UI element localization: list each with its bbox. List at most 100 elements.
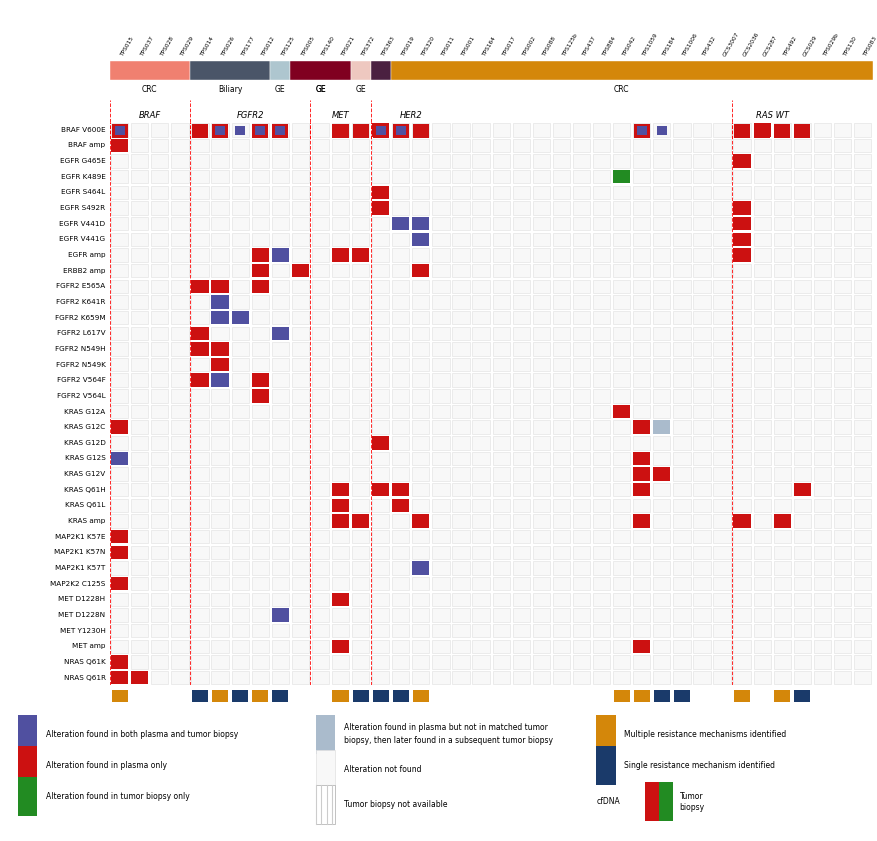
Bar [151, 468, 168, 481]
Bar [332, 420, 349, 434]
Bar [753, 217, 771, 230]
Bar [593, 468, 610, 481]
Bar [312, 671, 329, 685]
Bar [352, 248, 369, 262]
Text: TPS164: TPS164 [481, 36, 496, 57]
Bar [316, 785, 335, 824]
Bar [493, 123, 510, 136]
Bar [171, 311, 189, 325]
Bar [493, 155, 510, 168]
Bar [613, 326, 631, 340]
Bar [432, 373, 450, 387]
Bar [834, 295, 852, 309]
Bar [191, 295, 209, 309]
Bar [512, 577, 530, 590]
Bar [473, 655, 489, 669]
Bar [392, 624, 410, 637]
Bar [613, 655, 631, 669]
Bar [151, 639, 168, 653]
Bar [151, 248, 168, 262]
Bar [613, 530, 631, 543]
Bar [111, 577, 128, 590]
Bar [674, 420, 690, 434]
Bar [713, 436, 731, 450]
Bar [653, 530, 670, 543]
Bar [151, 373, 168, 387]
Bar [232, 389, 249, 403]
Bar [834, 123, 852, 136]
Bar [794, 655, 811, 669]
Text: TPS130: TPS130 [843, 36, 858, 57]
Bar [633, 342, 651, 356]
Bar [151, 608, 168, 621]
Bar [733, 279, 751, 293]
Bar [653, 608, 670, 621]
Bar [115, 126, 125, 135]
Bar [553, 201, 570, 214]
Bar [292, 655, 309, 669]
Bar [794, 186, 811, 199]
Bar [372, 593, 389, 606]
Bar [694, 342, 710, 356]
Bar [573, 420, 590, 434]
Bar [854, 311, 871, 325]
Bar [512, 373, 530, 387]
Bar [191, 170, 209, 183]
Bar [573, 561, 590, 574]
Bar [593, 420, 610, 434]
Bar [512, 201, 530, 214]
Bar [733, 201, 751, 214]
Bar [733, 639, 751, 653]
Bar [372, 357, 389, 371]
Bar [713, 155, 731, 168]
Bar [593, 155, 610, 168]
Text: TPS492: TPS492 [782, 36, 798, 57]
Bar [573, 186, 590, 199]
Bar [191, 499, 209, 512]
Bar [573, 608, 590, 621]
Bar [473, 357, 489, 371]
Bar [653, 342, 670, 356]
Bar [713, 483, 731, 496]
Bar [191, 233, 209, 246]
Bar [252, 186, 269, 199]
Bar [432, 608, 450, 621]
Bar [292, 608, 309, 621]
Bar [191, 671, 209, 685]
Bar [473, 279, 489, 293]
Bar [794, 295, 811, 309]
Bar [151, 420, 168, 434]
Text: TPS042: TPS042 [622, 36, 637, 57]
Bar [753, 389, 771, 403]
Bar [151, 233, 168, 246]
Text: CRC: CRC [142, 86, 158, 94]
Bar [151, 295, 168, 309]
Bar [854, 639, 871, 653]
Bar [211, 170, 229, 183]
Bar [232, 436, 249, 450]
Bar [653, 217, 670, 230]
Bar [553, 420, 570, 434]
Bar [432, 655, 450, 669]
Bar [493, 139, 510, 152]
Bar [613, 139, 631, 152]
Bar [312, 624, 329, 637]
Bar [191, 452, 209, 465]
Bar [432, 233, 450, 246]
Bar [733, 561, 751, 574]
Bar [674, 515, 690, 528]
Bar [493, 186, 510, 199]
Bar [232, 123, 249, 136]
Bar [573, 530, 590, 543]
Bar [171, 639, 189, 653]
Bar [814, 170, 831, 183]
Bar [734, 690, 750, 702]
Bar [292, 357, 309, 371]
Bar [694, 639, 710, 653]
Bar [593, 436, 610, 450]
Bar [292, 436, 309, 450]
Bar [532, 624, 550, 637]
Bar [372, 373, 389, 387]
Bar [453, 357, 470, 371]
Bar [753, 405, 771, 418]
